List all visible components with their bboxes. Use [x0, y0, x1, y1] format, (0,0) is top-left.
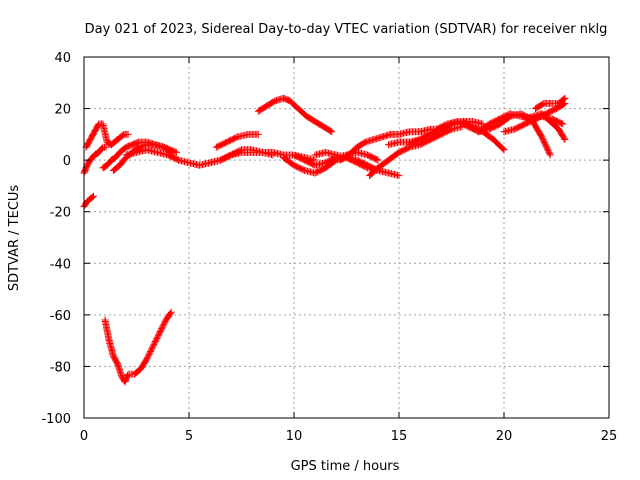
y-tick-label: 20	[54, 103, 71, 118]
y-tick-label: 0	[63, 154, 71, 169]
chart-title: Day 021 of 2023, Sidereal Day-to-day VTE…	[85, 22, 608, 37]
x-tick-label: 5	[185, 429, 193, 444]
y-tick-label: -100	[41, 412, 71, 427]
data-markers	[101, 308, 175, 386]
data-markers	[254, 94, 336, 136]
series-s19	[532, 94, 569, 113]
data-markers	[532, 94, 569, 113]
series-s13	[366, 123, 466, 180]
series-s2	[82, 120, 132, 151]
series-low-dip	[101, 308, 175, 386]
x-tick-label: 20	[496, 429, 513, 444]
y-tick-label: -40	[50, 257, 71, 272]
x-axis-label: GPS time / hours	[291, 459, 400, 474]
tick-layer: 0 5 10 15 20 25 -100 -80 -60 -40 -20 0 20 40	[41, 51, 617, 444]
y-axis-label: SDTVAR / TECUs	[7, 185, 22, 292]
x-tick-label: 0	[80, 429, 88, 444]
data-markers	[366, 123, 466, 180]
y-tick-label: -20	[50, 206, 71, 221]
series-s8	[254, 94, 336, 136]
y-tick-label: -60	[50, 309, 71, 324]
x-tick-label: 10	[286, 429, 303, 444]
series-s7	[212, 130, 262, 151]
y-tick-label: 40	[54, 51, 71, 66]
data-markers	[336, 125, 445, 164]
data-markers	[212, 130, 262, 151]
series-s12	[336, 125, 445, 164]
data-markers	[521, 110, 569, 143]
plot-frame	[83, 56, 610, 419]
x-tick-label: 15	[391, 429, 408, 444]
y-tick-label: -80	[50, 360, 71, 375]
data-markers	[82, 120, 132, 151]
series-s20	[521, 110, 569, 143]
x-tick-label: 25	[601, 429, 618, 444]
data-layer	[80, 94, 569, 386]
